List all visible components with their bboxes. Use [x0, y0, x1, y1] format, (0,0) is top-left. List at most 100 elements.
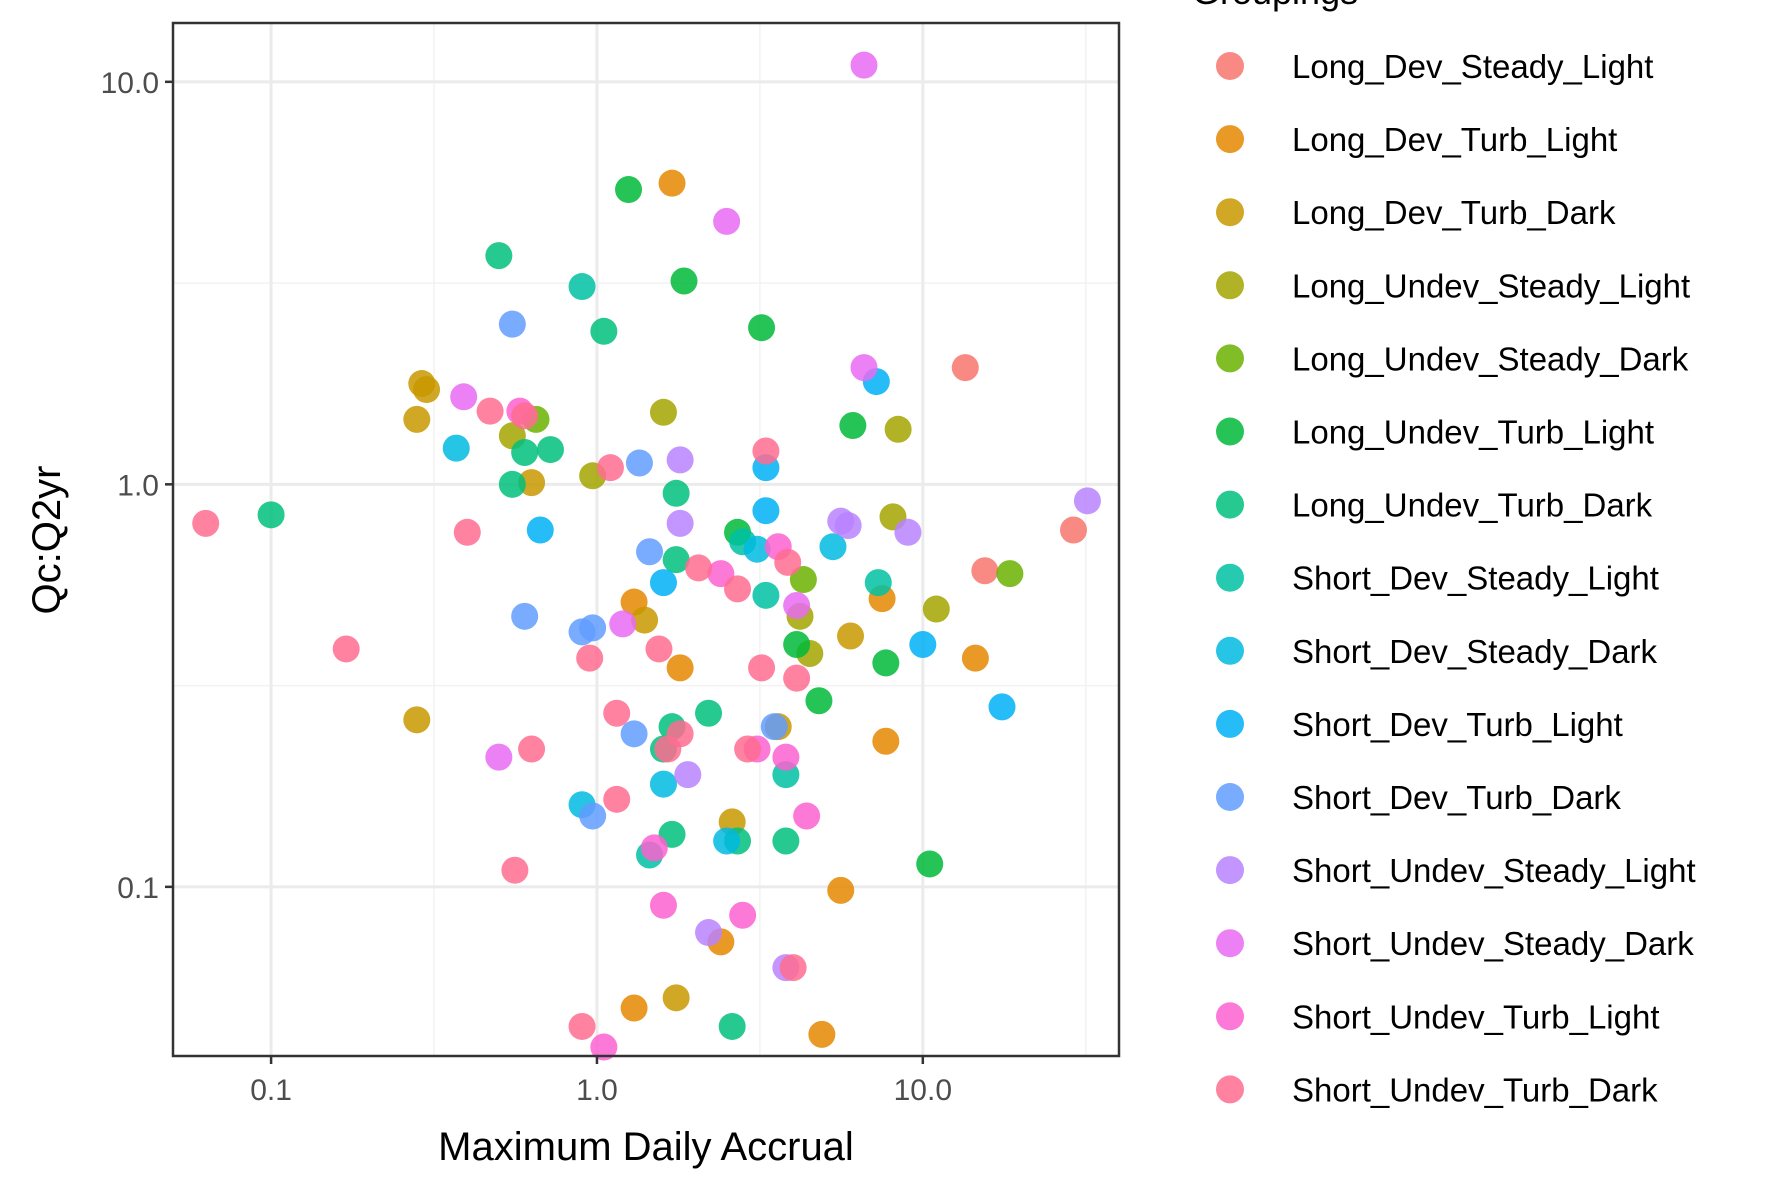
data-point	[658, 169, 686, 197]
data-point	[674, 761, 702, 789]
legend-key	[1216, 271, 1244, 300]
data-point	[257, 501, 285, 529]
data-point	[590, 1033, 618, 1061]
data-point	[568, 273, 596, 301]
data-point	[442, 434, 470, 462]
data-point	[403, 706, 431, 734]
legend-label: Short_Dev_Turb_Dark	[1292, 779, 1621, 816]
legend-label: Short_Undev_Steady_Light	[1292, 852, 1696, 889]
legend-key	[1216, 125, 1244, 154]
y-tick-label: 1.0	[117, 469, 159, 502]
legend-label: Short_Dev_Turb_Light	[1292, 706, 1623, 743]
panel-border	[171, 21, 1121, 1058]
data-point	[609, 610, 637, 638]
data-point	[748, 314, 776, 342]
data-point	[743, 535, 771, 563]
data-point	[579, 802, 607, 830]
data-point	[779, 954, 807, 982]
data-point	[909, 631, 937, 659]
legend-title: Groupings	[1192, 0, 1358, 12]
data-point	[636, 538, 664, 566]
data-point	[850, 354, 878, 382]
data-point	[729, 901, 757, 929]
data-point	[996, 560, 1024, 588]
legend-key	[1216, 709, 1244, 738]
legend-label: Short_Undev_Steady_Dark	[1292, 925, 1694, 962]
data-point	[783, 592, 811, 620]
legend-key	[1216, 563, 1244, 592]
legend-label: Long_Dev_Turb_Dark	[1292, 194, 1616, 231]
data-point	[808, 1020, 836, 1048]
data-point	[695, 919, 723, 947]
data-point	[894, 518, 922, 546]
data-point	[603, 699, 631, 727]
data-point	[819, 533, 847, 561]
legend-label: Long_Dev_Turb_Light	[1292, 121, 1617, 158]
data-point	[511, 602, 539, 630]
data-point	[783, 664, 811, 692]
data-point	[501, 856, 529, 884]
data-point	[631, 606, 659, 634]
data-point	[536, 436, 564, 464]
axes: 0.1 1.0 10.0 0.1 1.0 10.0	[101, 67, 952, 1107]
data-point	[603, 785, 631, 813]
legend-label: Long_Undev_Turb_Dark	[1292, 487, 1653, 524]
data-point	[783, 631, 811, 659]
legend-label: Short_Undev_Turb_Light	[1292, 998, 1660, 1035]
data-point	[1059, 516, 1087, 544]
data-point	[713, 207, 741, 235]
x-tick-label: 10.0	[894, 1074, 952, 1107]
legend-label: Long_Dev_Steady_Light	[1292, 48, 1653, 85]
data-point	[789, 566, 817, 594]
data-point	[645, 635, 673, 663]
data-point	[670, 267, 698, 295]
data-point	[718, 1012, 746, 1040]
data-point	[662, 984, 690, 1012]
data-point	[695, 699, 723, 727]
x-tick-label: 1.0	[576, 1074, 618, 1107]
data-points	[192, 51, 1101, 1061]
data-point	[476, 397, 504, 425]
grid-lines	[173, 23, 1119, 1056]
data-point	[793, 802, 821, 830]
legend-key	[1216, 52, 1244, 80]
data-point	[654, 735, 682, 763]
legend-key	[1216, 1002, 1244, 1031]
data-point	[805, 687, 833, 715]
legend-key	[1216, 198, 1244, 227]
legend-key	[1216, 417, 1244, 446]
data-point	[872, 727, 900, 755]
legend-key	[1216, 783, 1244, 811]
data-point	[662, 479, 690, 507]
legend: Groupings Long_Dev_Steady_LightLong_Dev_…	[1192, 0, 1696, 1108]
data-point	[498, 470, 526, 498]
legend-label: Long_Undev_Steady_Dark	[1292, 340, 1689, 377]
data-point	[772, 827, 800, 855]
data-point	[526, 516, 554, 544]
y-axis-title: Qc:Q2yr	[25, 466, 69, 615]
data-point	[961, 644, 989, 672]
data-point	[649, 891, 677, 919]
legend-label: Short_Dev_Steady_Dark	[1292, 633, 1658, 670]
data-point	[827, 876, 855, 904]
data-point	[615, 176, 643, 204]
data-point	[518, 735, 546, 763]
data-point	[403, 405, 431, 433]
data-point	[971, 557, 999, 585]
y-tick-label: 0.1	[117, 872, 159, 905]
data-point	[511, 438, 539, 466]
data-point	[453, 518, 481, 546]
data-point	[772, 743, 800, 771]
data-point	[951, 354, 979, 382]
legend-key	[1216, 856, 1244, 885]
data-point	[752, 497, 780, 525]
data-point	[450, 383, 478, 411]
legend-key	[1216, 490, 1244, 519]
data-point	[872, 649, 900, 677]
data-point	[596, 454, 624, 482]
data-point	[192, 509, 220, 537]
data-point	[850, 51, 878, 79]
data-point	[649, 770, 677, 798]
legend-items: Long_Dev_Steady_Light Long_Dev_Turb_Light…	[1216, 48, 1696, 1108]
